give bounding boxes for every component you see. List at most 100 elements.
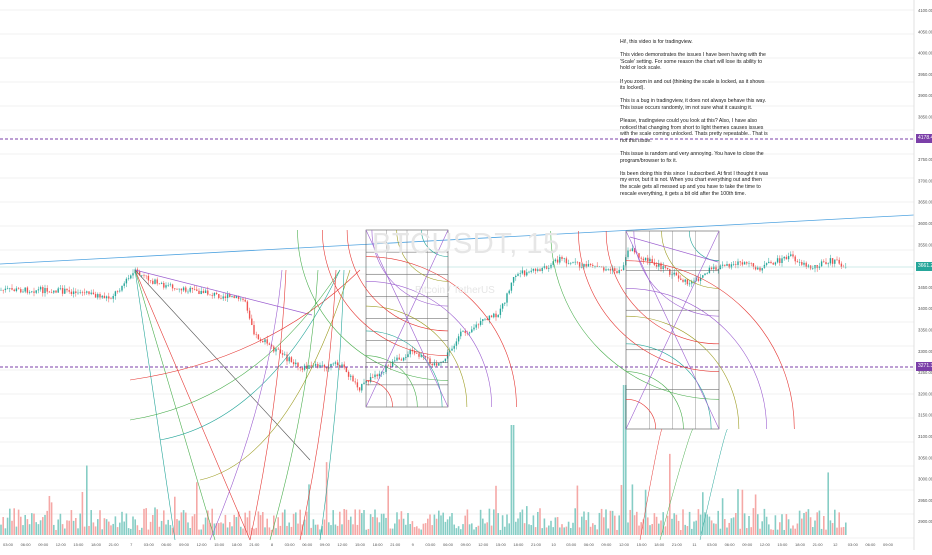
candle-body xyxy=(438,363,440,366)
volume-bar xyxy=(444,521,447,535)
trend-line xyxy=(0,214,915,265)
volume-bar xyxy=(449,516,451,535)
candle-body xyxy=(541,267,543,271)
volume-bar xyxy=(68,520,70,535)
candle-body xyxy=(240,298,242,300)
candle-body xyxy=(251,318,253,326)
candle-body xyxy=(499,308,502,315)
volume-bar xyxy=(182,510,185,535)
volume-bar xyxy=(259,515,262,535)
fib-arc xyxy=(129,269,361,381)
candle-body xyxy=(156,279,158,284)
volume-bar xyxy=(248,510,251,535)
candle-body xyxy=(114,291,117,297)
trend-line xyxy=(134,269,313,316)
candle-body xyxy=(178,288,180,290)
time-axis-tick: 09:00 xyxy=(883,542,894,547)
volume-bar xyxy=(686,526,689,535)
time-axis-tick: 12:00 xyxy=(619,542,630,547)
volume-bar xyxy=(4,528,7,535)
volume-bar xyxy=(176,519,178,535)
candle-body xyxy=(259,339,262,341)
candle-body xyxy=(453,345,455,349)
volume-bar xyxy=(24,515,26,535)
candle-body xyxy=(413,351,416,354)
volume-bar xyxy=(319,529,321,535)
volume-bar xyxy=(477,525,480,535)
time-axis-tick: 03:00 xyxy=(848,542,859,547)
volume-bar xyxy=(196,482,198,535)
volume-bar xyxy=(420,529,422,535)
candle-body xyxy=(715,266,717,270)
candle-body xyxy=(222,296,224,299)
volume-bar xyxy=(354,509,356,535)
volume-bar xyxy=(631,484,634,535)
time-axis-tick: 06:00 xyxy=(584,542,595,547)
candle-body xyxy=(292,362,295,365)
volume-bar xyxy=(389,528,392,535)
candle-body xyxy=(504,302,506,304)
volume-bar xyxy=(451,513,453,535)
candle-body xyxy=(653,262,656,265)
volume-bar xyxy=(143,508,145,535)
candle-body xyxy=(224,296,227,299)
candle-body xyxy=(193,289,196,290)
candle-body xyxy=(152,280,154,284)
candle-body xyxy=(565,258,568,264)
volume-bar xyxy=(108,521,110,535)
candle-body xyxy=(724,264,726,266)
volume-bar xyxy=(11,520,13,535)
candle-body xyxy=(706,273,708,274)
volume-bar xyxy=(204,517,207,535)
candle-body xyxy=(757,267,759,270)
text-note-annotation[interactable]: Hi!, this video is for tradingview. This… xyxy=(620,39,770,204)
volume-bar xyxy=(702,492,704,535)
volume-bar xyxy=(636,511,638,535)
price-axis-tick: 3900.00 xyxy=(918,93,932,98)
volume-bar xyxy=(407,512,409,535)
candle-body xyxy=(618,269,620,274)
candle-body xyxy=(825,262,827,265)
time-axis-tick: 18:00 xyxy=(654,542,665,547)
candle-body xyxy=(145,275,147,277)
volume-bar xyxy=(358,509,361,535)
volume-bar xyxy=(281,512,284,535)
candle-body xyxy=(526,272,528,276)
volume-bar xyxy=(160,520,163,535)
volume-bar xyxy=(633,515,636,535)
volume-bar xyxy=(750,527,752,535)
candle-body xyxy=(354,381,356,383)
candle-body xyxy=(180,288,183,291)
fib-arc xyxy=(659,428,694,541)
candle-body xyxy=(270,344,273,347)
fib-box-arc xyxy=(578,230,720,372)
candle-body xyxy=(281,353,284,355)
candle-body xyxy=(515,275,517,278)
fib-box-arc xyxy=(396,229,449,282)
candle-body xyxy=(158,283,161,285)
volume-bar xyxy=(103,518,106,535)
volume-bar xyxy=(816,512,818,535)
candle-body xyxy=(578,262,581,268)
candle-body xyxy=(215,292,218,294)
volume-bar xyxy=(704,512,706,535)
candle-body xyxy=(361,383,363,391)
volume-bar xyxy=(53,524,55,535)
time-axis-tick: 12:00 xyxy=(760,542,771,547)
volume-bar xyxy=(70,510,73,535)
candle-body xyxy=(508,290,510,294)
candle-body xyxy=(462,330,464,332)
candle-body xyxy=(726,264,728,266)
candle-body xyxy=(763,264,766,269)
candle-body xyxy=(787,256,790,260)
candle-body xyxy=(387,365,389,367)
fib-box-arc xyxy=(346,229,449,332)
volume-bar xyxy=(519,512,521,535)
time-axis-tick: 09:00 xyxy=(320,542,331,547)
fib-box-arc xyxy=(365,256,517,408)
note-paragraph: This issue is random and very annoying. … xyxy=(620,151,766,164)
candle-body xyxy=(792,254,794,257)
volume-bar xyxy=(695,520,697,535)
